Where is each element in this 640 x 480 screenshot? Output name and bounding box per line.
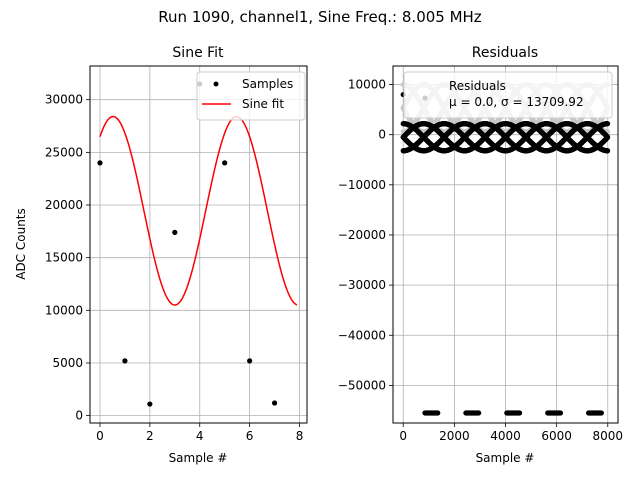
figure-title: Run 1090, channel1, Sine Freq.: 8.005 MH… xyxy=(158,8,482,26)
x-tick-label: 4 xyxy=(196,429,204,443)
sine-fit-ticks: 0 2 4 6 8 0 5000 10000 15000 20000 25000 30000 xyxy=(45,93,304,443)
sine-fit-grid xyxy=(90,66,307,423)
residuals-title: Residuals xyxy=(472,45,538,61)
y-tick-label: 30000 xyxy=(45,93,83,107)
sine-fit-axes-frame xyxy=(89,65,308,424)
residuals-panel: Residuals 0 2000 4000 6000 8000−50000−40000−… xyxy=(338,45,623,465)
sample-point xyxy=(147,401,153,407)
sine-fit-xlabel: Sample # xyxy=(169,451,228,465)
sine-fit-panel: Sine Fit 0 2 4 6 8 0 5000 10000 15000 20000 25000 3… xyxy=(14,45,308,465)
legend-sine-fit-label: Sine fit xyxy=(242,97,284,111)
sample-point xyxy=(122,358,128,364)
residuals-grid xyxy=(393,66,618,423)
x-tick-label: 6 xyxy=(246,429,254,443)
sine-fit-curve xyxy=(99,115,298,306)
sine-fit-plot-area xyxy=(97,81,298,407)
sine-fit-legend: Samples Sine fit xyxy=(196,71,306,121)
x-tick-label: 2 xyxy=(146,429,154,443)
sine-fit-ylabel: ADC Counts xyxy=(14,208,28,280)
sample-point xyxy=(271,400,278,406)
y-tick-label: 25000 xyxy=(45,145,83,159)
sample-point xyxy=(172,229,178,235)
sample-point xyxy=(97,160,103,166)
y-tick-label: 5000 xyxy=(52,356,83,370)
legend-samples-label: Samples xyxy=(242,77,293,91)
y-tick-label: 15000 xyxy=(45,251,83,265)
sample-point xyxy=(247,358,253,364)
legend-samples-marker xyxy=(213,81,219,87)
sample-point xyxy=(222,160,228,166)
y-tick-label: 20000 xyxy=(45,198,83,212)
x-tick-label: 0 xyxy=(96,429,104,443)
sine-fit-legend-box xyxy=(196,71,306,121)
sine-fit-title: Sine Fit xyxy=(172,45,224,61)
x-tick-label: 8 xyxy=(296,429,304,443)
y-tick-label: 10000 xyxy=(45,303,83,317)
y-tick-label: 0 xyxy=(75,409,83,423)
residual-band-upper-arcs xyxy=(400,121,611,154)
